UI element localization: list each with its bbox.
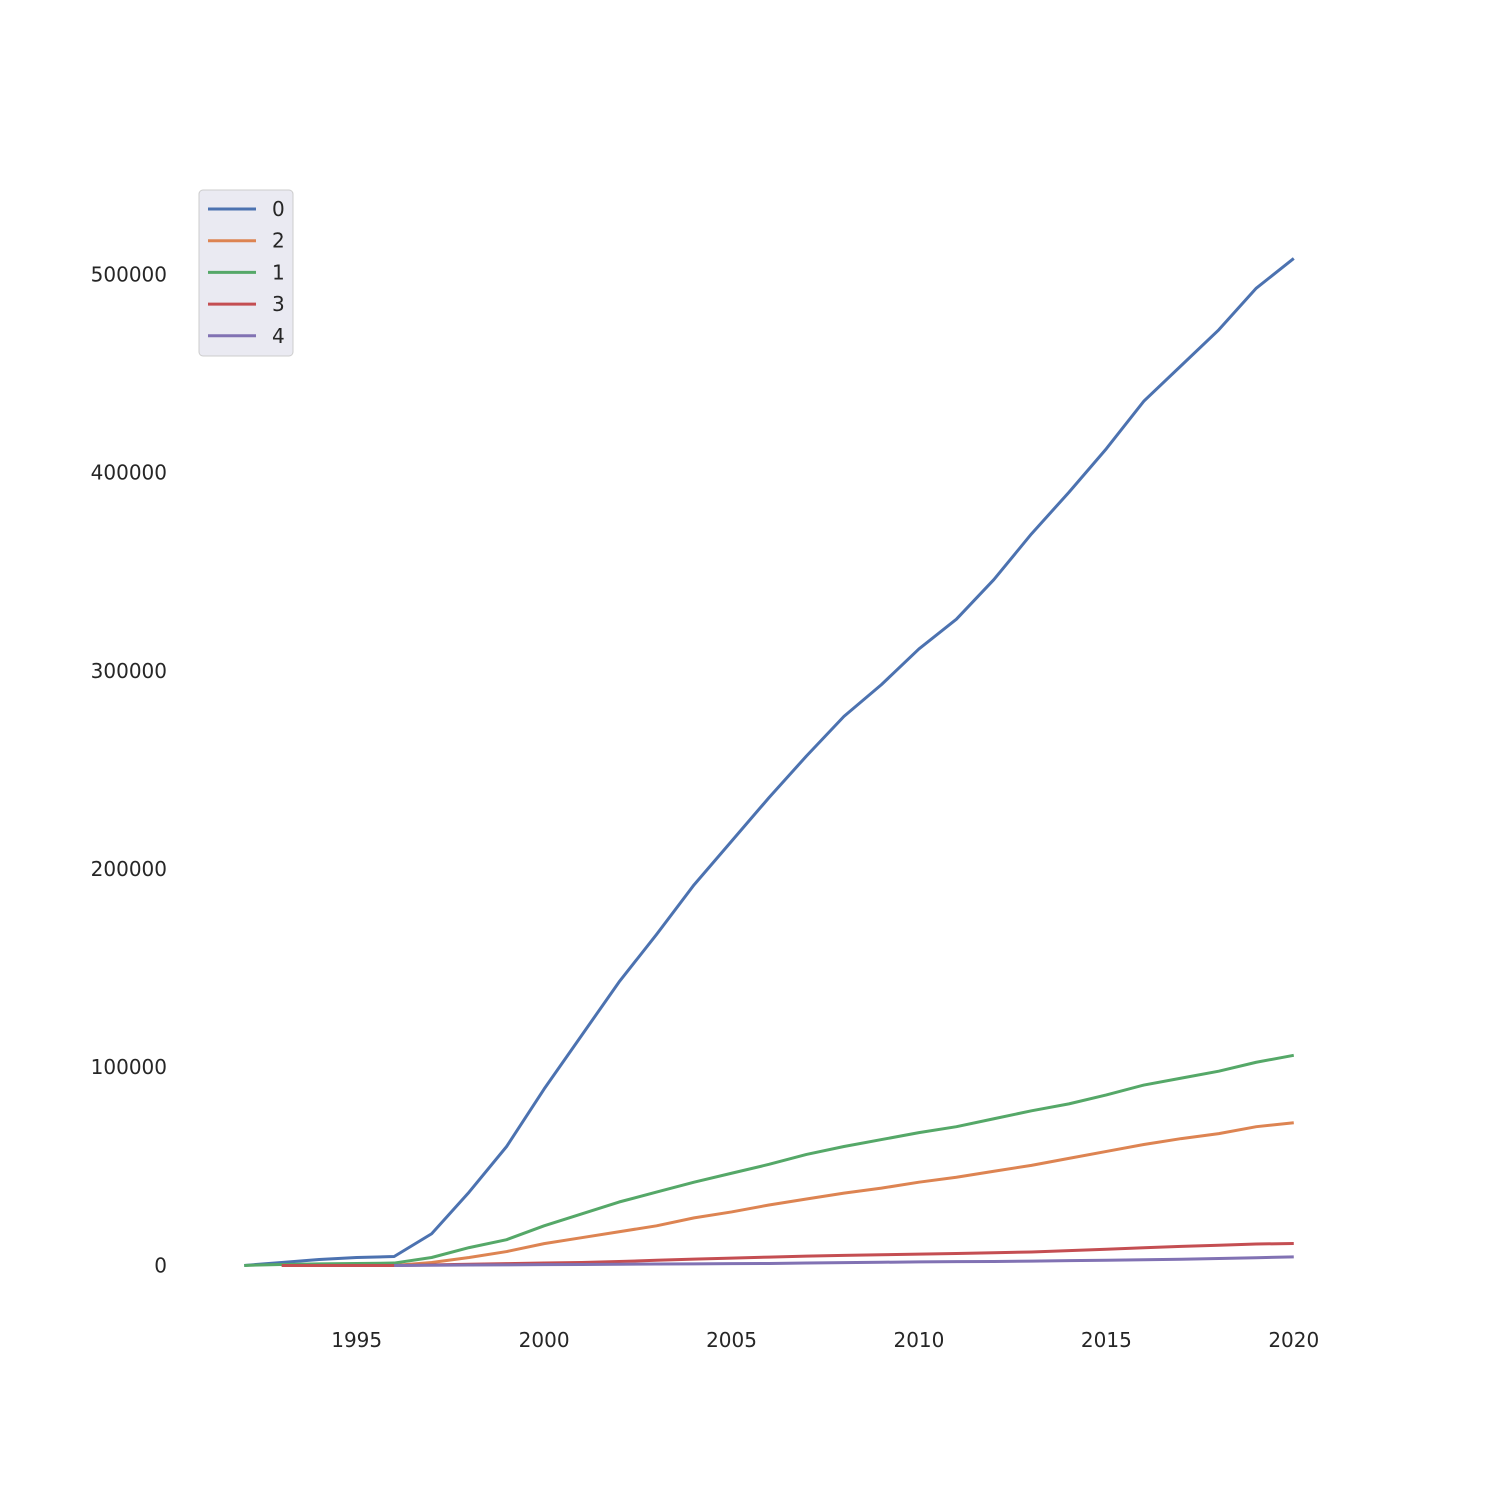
x-tick-label: 2015 <box>1081 1328 1132 1352</box>
series-line-1 <box>244 1053 1295 1267</box>
legend: 0 2 1 3 4 <box>198 189 294 357</box>
y-tick-label: 100000 <box>91 1055 167 1079</box>
y-axis-ticks: 0 100000 200000 300000 400000 500000 <box>91 262 167 1277</box>
series-line-0 <box>244 257 1295 1267</box>
y-tick-label: 0 <box>154 1253 167 1277</box>
y-tick-label: 300000 <box>91 659 167 683</box>
y-tick-label: 500000 <box>91 262 167 286</box>
x-tick-label: 2020 <box>1268 1328 1319 1352</box>
y-tick-label: 400000 <box>91 461 167 485</box>
legend-label-1: 1 <box>272 260 285 284</box>
series-lines <box>244 257 1295 1267</box>
y-tick-label: 200000 <box>91 857 167 881</box>
series-line-4 <box>394 1255 1294 1267</box>
legend-label-4: 4 <box>272 324 285 348</box>
series-line-2 <box>281 1121 1294 1267</box>
legend-label-3: 3 <box>272 292 285 316</box>
x-axis-ticks: 1995 2000 2005 2010 2015 2020 <box>331 1328 1319 1352</box>
x-tick-label: 2010 <box>893 1328 944 1352</box>
x-tick-label: 2005 <box>706 1328 757 1352</box>
x-tick-label: 1995 <box>331 1328 382 1352</box>
legend-label-2: 2 <box>272 229 285 253</box>
legend-label-0: 0 <box>272 197 285 221</box>
x-tick-label: 2000 <box>519 1328 570 1352</box>
